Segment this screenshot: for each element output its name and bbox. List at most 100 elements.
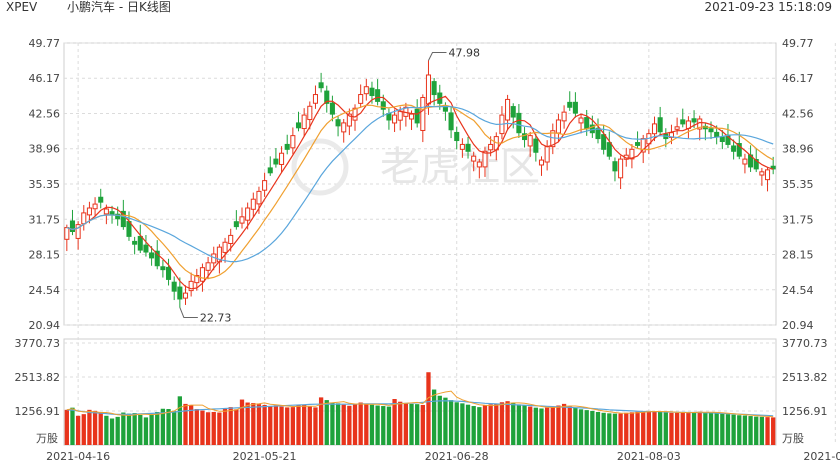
volume-ma5-line xyxy=(66,390,774,418)
volume-bar xyxy=(663,412,668,445)
candle-body xyxy=(397,110,403,121)
candle-body xyxy=(369,87,375,97)
price-tick-left: 38.96 xyxy=(29,143,61,156)
candle-body xyxy=(561,111,567,122)
price-tick-left: 42.56 xyxy=(29,108,61,121)
timestamp: 2021-09-23 15:18:09 xyxy=(704,0,832,14)
candle-body xyxy=(753,159,759,170)
volume-bar xyxy=(460,403,465,445)
volume-bar xyxy=(748,416,753,445)
candle-body xyxy=(318,82,324,89)
price-tick-right: 28.15 xyxy=(782,248,814,261)
volume-bar xyxy=(420,404,425,445)
date-tick-label: 2021-04-16 xyxy=(46,450,110,463)
volume-panel-frame xyxy=(63,338,777,446)
volume-bar xyxy=(115,416,120,445)
volume-bar xyxy=(494,403,499,445)
volume-bar xyxy=(149,414,154,445)
high-price-label: 47.98 xyxy=(448,47,480,60)
candle-body xyxy=(510,106,516,118)
volume-bar xyxy=(358,402,363,445)
date-tick-label: 2021-08-03 xyxy=(617,450,681,463)
volume-bar xyxy=(217,412,222,445)
candle-body xyxy=(324,90,330,104)
candle-body xyxy=(420,96,426,131)
candle-body xyxy=(98,196,104,203)
candle-body xyxy=(177,286,183,300)
volume-bar xyxy=(302,404,307,445)
candle-body xyxy=(618,158,624,179)
volume-bar xyxy=(273,405,279,445)
volume-bar xyxy=(132,413,137,445)
candle-body xyxy=(476,161,482,168)
volume-bar xyxy=(499,402,505,445)
candle-body xyxy=(182,292,189,299)
volume-tick-left: 2513.82 xyxy=(15,371,61,384)
volume-bar xyxy=(646,410,652,445)
candle-body xyxy=(86,207,92,216)
candle-body xyxy=(448,112,454,131)
volume-bar xyxy=(155,411,160,445)
volume-bar xyxy=(488,404,493,445)
candle-body xyxy=(527,135,533,147)
candle-body xyxy=(279,152,285,165)
volume-bar xyxy=(398,401,403,445)
candle-body xyxy=(160,266,166,271)
volume-bar xyxy=(584,410,589,445)
candle-body xyxy=(194,275,200,284)
volume-tick-right: 2513.82 xyxy=(782,371,828,384)
volume-bar xyxy=(285,407,290,445)
volume-bar xyxy=(200,410,205,445)
low-callout-line xyxy=(179,307,198,318)
volume-bar xyxy=(708,412,714,445)
volume-bar xyxy=(313,407,318,445)
candle-body xyxy=(572,101,578,114)
watermark-logo xyxy=(291,138,349,196)
volume-bar xyxy=(759,416,765,445)
volume-bar xyxy=(126,413,132,445)
volume-bar xyxy=(539,408,544,445)
candle-body xyxy=(341,122,347,133)
volume-bar xyxy=(477,407,482,445)
volume-bar xyxy=(222,408,228,445)
volume-bar xyxy=(138,414,143,445)
candle-body xyxy=(233,221,239,228)
candle-body xyxy=(488,143,494,151)
candle-body xyxy=(714,131,720,138)
candle-body xyxy=(380,101,386,110)
volume-bar xyxy=(228,407,233,445)
volume-bar xyxy=(268,406,273,445)
candle-body xyxy=(408,113,415,120)
volume-bar xyxy=(618,413,623,445)
candle-body xyxy=(295,122,302,129)
volume-bar xyxy=(680,412,685,445)
price-tick-left: 28.15 xyxy=(29,248,61,261)
volume-bar xyxy=(448,400,454,445)
volume-bar xyxy=(121,412,126,445)
volume-bar xyxy=(482,405,488,445)
volume-bar xyxy=(364,404,369,445)
volume-bar xyxy=(307,406,312,445)
volume-unit-right: 万股 xyxy=(782,432,804,445)
volume-unit-left: 万股 xyxy=(36,432,58,445)
candle-body xyxy=(425,74,432,105)
volume-bar xyxy=(188,405,194,445)
volume-bar xyxy=(160,408,166,445)
volume-bar xyxy=(742,415,748,445)
volume-bar xyxy=(635,411,640,445)
candle-body xyxy=(606,142,612,157)
candle-body xyxy=(171,281,177,292)
candle-body xyxy=(363,86,369,95)
candle-body xyxy=(329,102,335,115)
price-tick-left: 35.35 xyxy=(29,178,61,191)
volume-bar xyxy=(324,400,329,445)
volume-bar xyxy=(70,407,75,445)
candle-body xyxy=(149,252,155,259)
candle-body xyxy=(674,126,680,130)
candle-body xyxy=(471,155,477,162)
candle-body xyxy=(635,142,641,146)
candle-body xyxy=(205,262,211,271)
volume-bar xyxy=(239,399,245,445)
